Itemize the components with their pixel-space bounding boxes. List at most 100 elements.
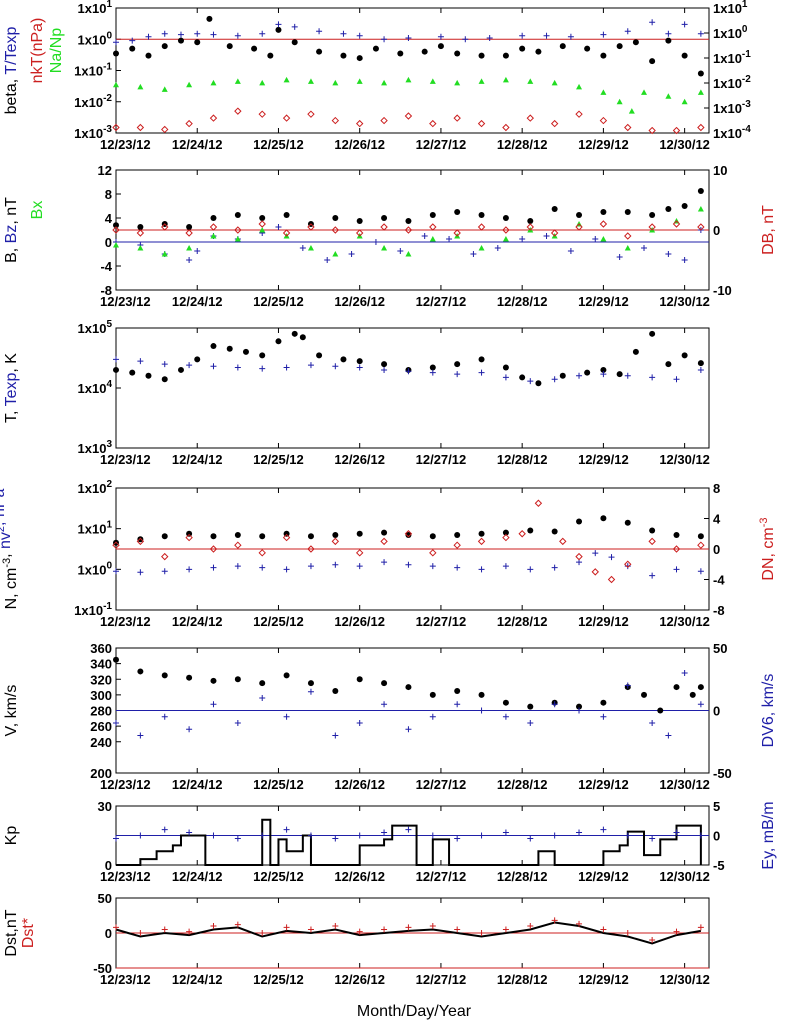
data-point <box>527 378 534 385</box>
panels: 1x10-3 1x10-2 1x10-1 1x100 1x101 1x10-4 1x10-3… <box>0 0 777 987</box>
data-point <box>307 926 314 933</box>
data-point <box>697 832 704 839</box>
y-tick-label: 360 <box>90 641 112 656</box>
data-point <box>356 720 363 726</box>
data-point <box>234 720 241 726</box>
data-point <box>307 223 315 231</box>
data-point <box>381 559 388 566</box>
data-point <box>259 79 266 86</box>
data-point <box>551 564 558 571</box>
data-point <box>161 86 168 92</box>
data-point <box>381 366 388 373</box>
data-point <box>405 76 412 83</box>
data-point <box>551 376 558 383</box>
y-tick-label: 4 <box>105 211 113 226</box>
data-point <box>210 677 217 684</box>
data-point <box>161 926 168 933</box>
data-point <box>332 79 339 86</box>
data-point <box>331 226 340 234</box>
data-point <box>624 832 631 839</box>
data-point <box>299 334 306 341</box>
data-point <box>649 835 656 842</box>
x-tick-label: 12/23/12 <box>100 452 151 467</box>
data-point <box>291 23 298 30</box>
data-point <box>478 212 485 218</box>
data-point <box>453 114 461 122</box>
y2-tick-label: 50 <box>713 641 727 656</box>
data-point <box>551 701 558 708</box>
data-point <box>259 930 266 936</box>
data-point <box>527 923 534 929</box>
data-point <box>502 364 509 371</box>
y-tick-label: 1x10-1 <box>74 601 112 618</box>
x-tick-label: 12/30/12 <box>659 294 710 309</box>
data-point <box>453 229 461 237</box>
x-tick-label: 12/23/12 <box>100 869 151 884</box>
data-point <box>397 50 404 57</box>
data-point <box>129 369 136 376</box>
data-point <box>405 826 412 833</box>
data-point <box>405 218 412 224</box>
data-point <box>161 376 168 383</box>
data-point <box>649 720 656 726</box>
data-point <box>576 372 583 379</box>
data-point <box>209 223 218 231</box>
data-point <box>624 232 632 240</box>
series-2 <box>113 76 704 114</box>
data-point <box>600 926 607 933</box>
data-point <box>576 83 583 90</box>
x-tick-label: 12/27/12 <box>416 869 467 884</box>
data-point <box>673 928 680 935</box>
data-point <box>405 34 412 41</box>
y2-tick-label: -5 <box>713 858 725 873</box>
data-point <box>210 233 217 239</box>
data-point <box>355 119 364 128</box>
data-point <box>283 212 290 218</box>
data-point <box>340 30 347 37</box>
data-point <box>697 541 705 549</box>
x-tick-label: 12/29/12 <box>578 972 629 987</box>
y2-tick-label: 5 <box>713 799 720 814</box>
data-point <box>405 251 412 257</box>
data-point <box>600 89 607 95</box>
x-tick-label: 12/27/12 <box>416 137 467 152</box>
data-point <box>291 39 298 46</box>
data-point <box>161 713 168 720</box>
data-point <box>161 125 169 134</box>
data-point <box>478 930 485 936</box>
y-tick-label: 1x101 <box>78 520 113 537</box>
data-point <box>624 519 631 526</box>
data-point <box>186 530 193 537</box>
panel-t: 1x103 1x104 1x105 12/23/12 12/24/12 12/25/12 1… <box>3 319 710 467</box>
x-tick-label: 12/30/12 <box>659 137 710 152</box>
data-point <box>283 364 290 371</box>
data-point <box>502 829 509 836</box>
data-point <box>437 43 444 50</box>
data-point <box>543 233 550 239</box>
data-point <box>145 52 152 59</box>
y2-tick-label: 1x10-3 <box>713 99 751 116</box>
data-point <box>624 563 631 570</box>
data-point <box>194 39 201 46</box>
data-point <box>697 223 705 231</box>
data-point <box>209 114 218 122</box>
data-point <box>210 564 217 571</box>
data-point <box>186 566 193 573</box>
data-point <box>348 251 355 257</box>
x-tick-label: 12/24/12 <box>172 452 223 467</box>
data-point <box>234 236 241 242</box>
data-point <box>453 541 461 549</box>
data-point <box>519 32 526 39</box>
series-1 <box>113 670 704 739</box>
y-tick-label: 1x10-2 <box>74 93 112 110</box>
data-point <box>697 360 704 367</box>
data-point <box>421 48 428 55</box>
data-point <box>372 45 379 52</box>
y-tick-label: 50 <box>98 891 112 906</box>
data-point <box>616 43 623 50</box>
data-point <box>527 566 534 573</box>
data-point <box>502 374 509 381</box>
data-point <box>502 713 509 720</box>
data-point <box>550 229 559 237</box>
data-point <box>673 684 680 691</box>
